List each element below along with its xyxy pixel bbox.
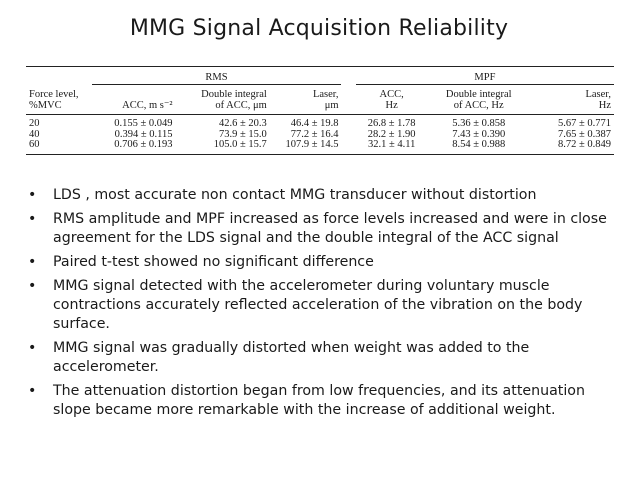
table-cell: 7.65 ± 0.387 <box>557 128 611 140</box>
table-cell: 42.6 ± 20.3 <box>219 118 267 129</box>
list-item: • MMG signal was gradually distorted when… <box>26 339 616 377</box>
bullet-icon: • <box>28 383 37 399</box>
table-cell: 46.4 ± 19.8 <box>290 118 339 129</box>
slide-title: MMG Signal Acquisition Reliability <box>129 16 509 41</box>
column-header-mpf-laser: Laser, Hz <box>529 84 614 115</box>
table-row: 60 0.706 ± 0.193 105.0 ± 15.7 107.9 ± 14… <box>26 139 614 155</box>
list-item: • MMG signal detected with the accelerome… <box>26 277 616 334</box>
results-table: RMS MPF Force level, %MVC ACC, m s⁻² Doub… <box>26 66 614 155</box>
bullet-icon: • <box>28 211 37 227</box>
bullet-text: LDS , most accurate non contact MMG tran… <box>53 187 537 203</box>
table-cell: 32.1 ± 4.11 <box>355 139 428 155</box>
bullet-icon: • <box>28 254 37 270</box>
bullet-icon: • <box>28 187 37 203</box>
table-cell: 5.67 ± 0.771 <box>557 118 611 129</box>
column-header-row: Force level, %MVC ACC, m s⁻² Double integ… <box>26 84 614 115</box>
bullet-icon: • <box>28 340 37 356</box>
rms-group-header: RMS <box>91 67 342 85</box>
column-header-rms-double-integral: Double integral of ACC, μm <box>175 84 270 115</box>
bullet-text: MMG signal was gradually distorted when … <box>53 340 530 375</box>
bullet-icon: • <box>28 278 37 294</box>
table-cell: 73.9 ± 15.0 <box>219 128 267 140</box>
list-item: • LDS , most accurate non contact MMG tra… <box>26 186 616 205</box>
column-header-rms-laser: Laser, μm <box>269 84 342 115</box>
table-cell: 77.2 ± 16.4 <box>290 128 339 140</box>
table-cell: 20 <box>29 118 40 129</box>
column-header-force-level: Force level, %MVC <box>26 84 92 115</box>
table-cell: 105.0 ± 15.7 <box>175 139 270 155</box>
table-row: 20 0.155 ± 0.049 42.6 ± 20.3 46.4 ± 19.8… <box>26 115 614 130</box>
group-header-row: RMS MPF <box>26 67 614 85</box>
table-cell: 107.9 ± 14.5 <box>269 139 342 155</box>
table-cell: 7.43 ± 0.390 <box>452 128 506 140</box>
bullet-text: The attenuation distortion began from lo… <box>53 383 585 418</box>
table-cell: 8.54 ± 0.988 <box>427 139 530 155</box>
table-cell: 26.8 ± 1.78 <box>367 118 416 129</box>
table-cell: 5.36 ± 0.858 <box>452 118 506 129</box>
bullet-list: • LDS , most accurate non contact MMG tra… <box>26 186 616 425</box>
table-cell: 28.2 ± 1.90 <box>367 128 416 140</box>
bullet-text: Paired t-test showed no significant diff… <box>53 254 374 270</box>
table-cell: 60 <box>26 139 92 155</box>
list-item: • The attenuation distortion began from l… <box>26 382 616 420</box>
column-header-rms-acc: ACC, m s⁻² <box>91 84 176 115</box>
table-cell: 0.155 ± 0.049 <box>114 118 173 129</box>
bullet-text: MMG signal detected with the acceleromet… <box>53 278 583 332</box>
mpf-group-header: MPF <box>355 67 614 85</box>
table-cell: 40 <box>29 128 40 140</box>
table-top-rule <box>26 66 614 67</box>
bullet-text: RMS amplitude and MPF increased as force… <box>53 211 607 246</box>
list-item: • Paired t-test showed no significant dif… <box>26 253 616 272</box>
list-item: • RMS amplitude and MPF increased as forc… <box>26 210 616 248</box>
table-cell: 8.72 ± 0.849 <box>529 139 614 155</box>
table-cell: 0.706 ± 0.193 <box>91 139 176 155</box>
column-header-mpf-acc: ACC, Hz <box>355 84 428 115</box>
table-cell: 0.394 ± 0.115 <box>114 128 173 140</box>
table-row: 40 0.394 ± 0.115 73.9 ± 15.0 77.2 ± 16.4… <box>26 128 614 141</box>
column-header-mpf-double-integral: Double integral of ACC, Hz <box>427 84 530 115</box>
